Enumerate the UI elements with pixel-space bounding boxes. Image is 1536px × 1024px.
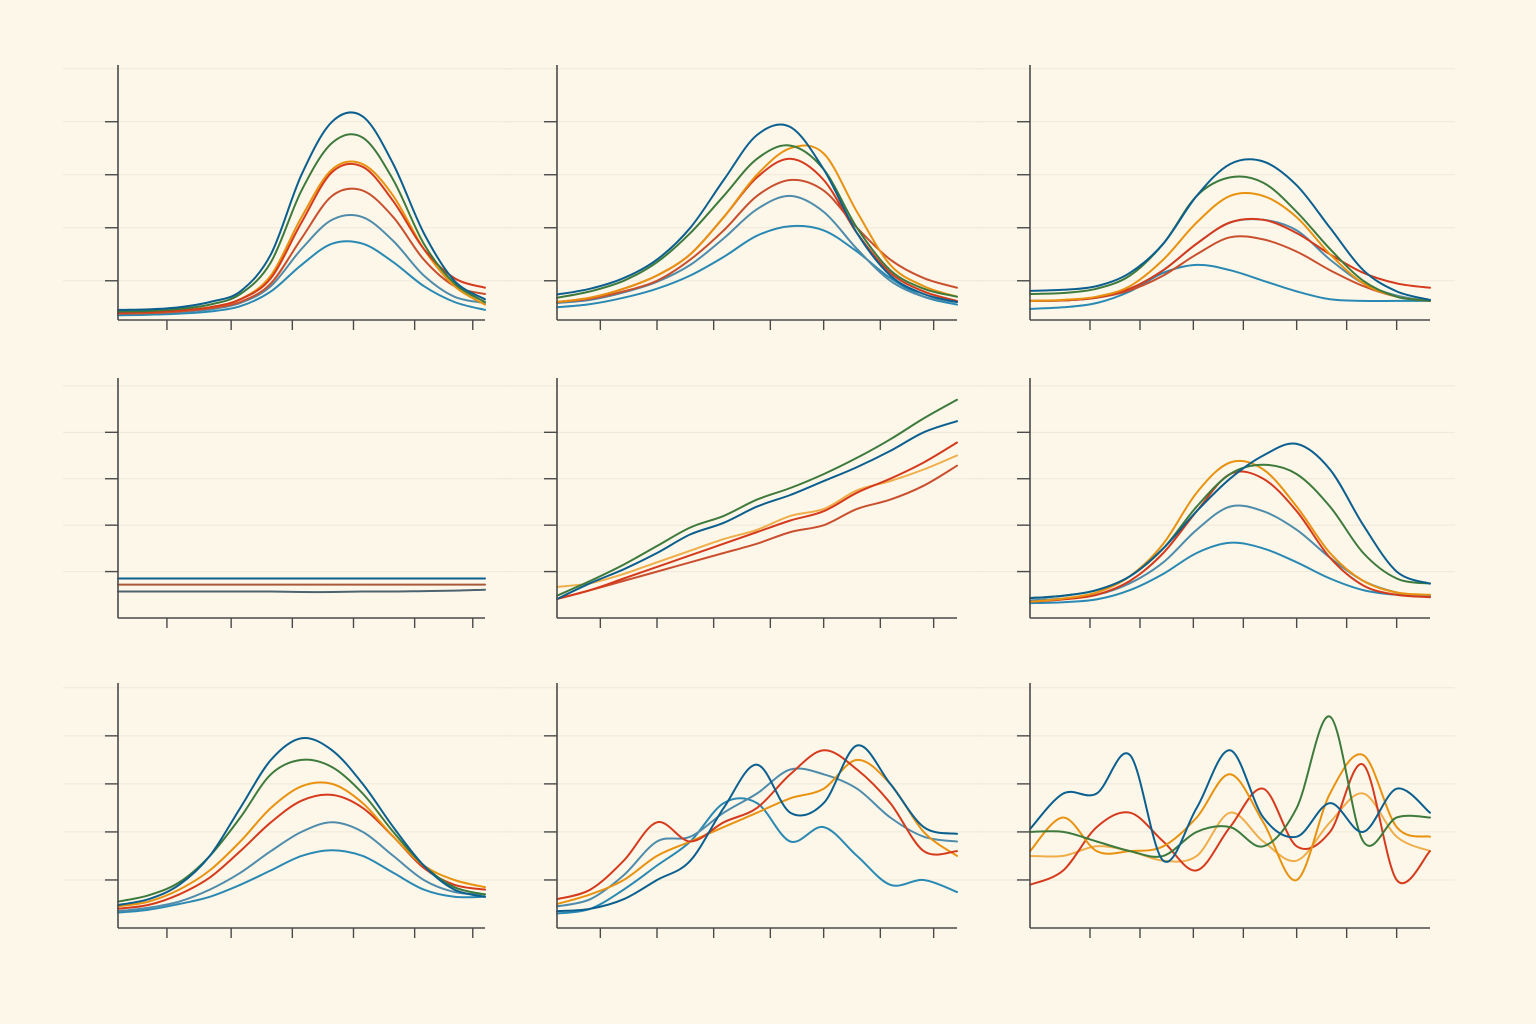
series-line-teal xyxy=(1029,541,1431,605)
series-line-green xyxy=(556,398,958,597)
panel-3 xyxy=(975,65,1455,330)
series-line-dark-blue xyxy=(1029,442,1431,600)
series-line-steel-blue xyxy=(117,821,486,913)
series-line-brick xyxy=(1029,235,1431,302)
series-line-teal xyxy=(117,849,486,914)
series-line-slate xyxy=(117,588,486,594)
series-line-dark-blue xyxy=(117,111,486,311)
panel-5 xyxy=(502,378,982,628)
series-line-teal xyxy=(556,224,958,309)
series-line-dark-blue xyxy=(117,736,486,906)
series-line-orange xyxy=(1029,459,1431,603)
series-line-dark-blue xyxy=(556,420,958,600)
series-line-green xyxy=(1029,715,1431,858)
series-line-brick xyxy=(117,187,486,315)
panel-2 xyxy=(502,65,982,330)
series-line-brick xyxy=(556,464,958,600)
series-line-dark-blue xyxy=(1029,749,1431,863)
series-line-light-orange xyxy=(1029,792,1431,863)
series-line-dark-blue xyxy=(556,123,958,303)
series-line-red xyxy=(556,441,958,600)
series-line-steel-blue xyxy=(556,194,958,305)
series-line-steel-blue xyxy=(1029,504,1431,602)
panel-8 xyxy=(502,683,982,938)
series-line-teal xyxy=(556,797,958,915)
series-line-teal xyxy=(117,240,486,317)
series-line-steel-blue xyxy=(556,767,958,908)
series-line-green xyxy=(1029,175,1431,302)
series-line-red xyxy=(556,749,958,901)
panel-1 xyxy=(63,65,510,330)
series-line-teal xyxy=(1029,263,1431,310)
panel-7 xyxy=(63,683,510,938)
series-line-orange xyxy=(1029,753,1431,882)
panel-6 xyxy=(975,378,1455,628)
panel-4 xyxy=(63,378,510,628)
series-line-green xyxy=(556,144,958,299)
series-line-dark-blue xyxy=(556,744,958,913)
series-line-green xyxy=(117,133,486,313)
series-line-orange xyxy=(1029,191,1431,302)
series-line-red xyxy=(117,793,486,910)
series-line-light-orange xyxy=(556,454,958,588)
series-line-orange xyxy=(556,144,958,303)
series-line-brick xyxy=(556,178,958,303)
series-line-dark-blue xyxy=(1029,158,1431,301)
series-line-green xyxy=(1029,463,1431,600)
series-line-red xyxy=(1029,763,1431,886)
panel-9 xyxy=(975,683,1455,938)
series-line-red xyxy=(117,162,486,314)
